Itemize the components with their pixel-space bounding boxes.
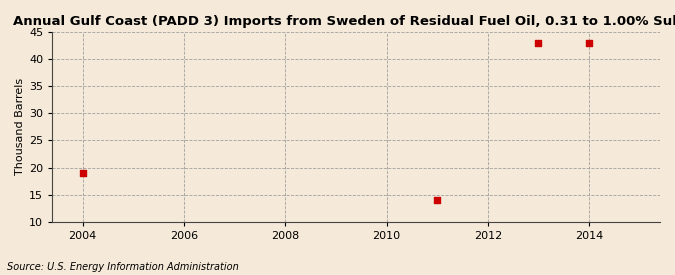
Y-axis label: Thousand Barrels: Thousand Barrels (15, 78, 25, 175)
Point (78, 171, 88, 175)
Text: Source: U.S. Energy Information Administration: Source: U.S. Energy Information Administ… (7, 262, 238, 272)
Point (432, 198, 443, 202)
Point (533, 41, 544, 45)
Title: Annual Gulf Coast (PADD 3) Imports from Sweden of Residual Fuel Oil, 0.31 to 1.0: Annual Gulf Coast (PADD 3) Imports from … (14, 15, 675, 28)
Point (584, 41, 595, 45)
